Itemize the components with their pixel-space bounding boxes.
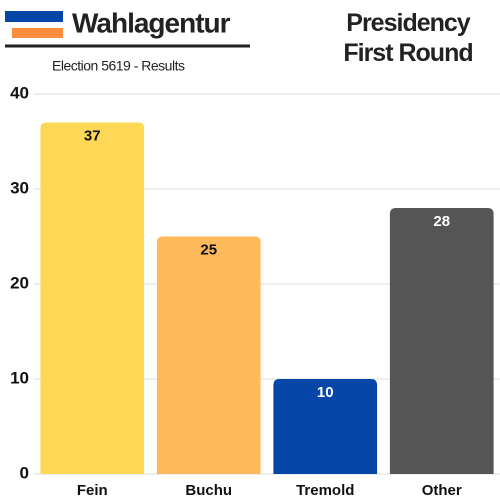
value-label: 28 xyxy=(433,213,450,230)
y-tick-label: 40 xyxy=(10,83,29,102)
brand: Wahlagentur xyxy=(72,7,231,38)
x-tick-label: Buchu xyxy=(185,482,232,499)
subtitle: Election 5619 - Results xyxy=(52,58,185,74)
bar xyxy=(389,208,494,474)
chart-title: Presidency First Round xyxy=(343,9,473,67)
bar xyxy=(273,379,378,474)
y-tick-label: 30 xyxy=(10,178,29,197)
bar xyxy=(40,122,145,474)
value-label: 37 xyxy=(84,127,101,144)
logo-stripe xyxy=(5,11,63,22)
x-tick-label: Tremold xyxy=(296,482,354,499)
y-tick-label: 20 xyxy=(10,273,29,292)
value-label: 10 xyxy=(317,384,334,401)
logo-stripe xyxy=(12,28,63,38)
y-tick-label: 0 xyxy=(20,463,29,482)
value-label: 25 xyxy=(200,241,217,258)
bar xyxy=(156,236,261,474)
x-tick-label: Other xyxy=(422,482,462,499)
y-tick-label: 10 xyxy=(10,368,29,387)
x-tick-label: Fein xyxy=(77,482,108,499)
